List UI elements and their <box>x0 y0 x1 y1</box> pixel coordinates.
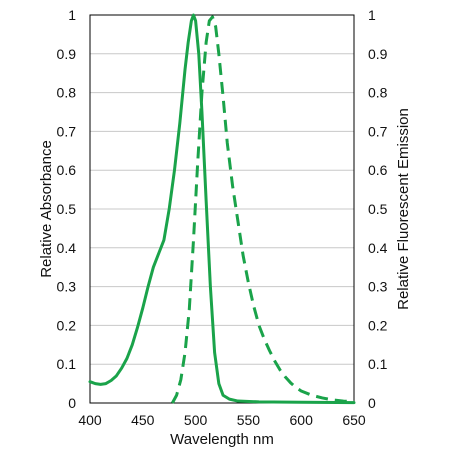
y-tick-right-2: 0.2 <box>368 317 388 333</box>
y-tick-right-4: 0.4 <box>368 240 388 256</box>
y-tick-right-8: 0.8 <box>368 85 388 101</box>
y-tick-left-5: 0.5 <box>57 201 77 217</box>
x-tick-0: 400 <box>78 412 102 428</box>
y-tick-left-2: 0.2 <box>57 317 77 333</box>
y-tick-left-8: 0.8 <box>57 85 77 101</box>
y-tick-right-9: 0.9 <box>368 46 388 62</box>
x-tick-2: 500 <box>184 412 208 428</box>
x-axis-title: Wavelength nm <box>170 431 274 448</box>
y-tick-left-4: 0.4 <box>57 240 77 256</box>
y-axis-title-right: Relative Fluorescent Emission <box>395 108 412 310</box>
y-tick-left-10: 1 <box>68 7 76 23</box>
y-tick-right-10: 1 <box>368 7 376 23</box>
y-tick-left-9: 0.9 <box>57 46 77 62</box>
series-group <box>88 13 356 405</box>
y-tick-left-7: 0.7 <box>57 123 77 139</box>
plot-frame <box>89 14 355 404</box>
y-tick-left-3: 0.3 <box>57 279 77 295</box>
y-tick-right-5: 0.5 <box>368 201 388 217</box>
absorbance-curve-solid <box>88 13 356 405</box>
emission-curve-dashed <box>171 15 355 404</box>
x-tick-4: 600 <box>290 412 314 428</box>
y-tick-right-3: 0.3 <box>368 279 388 295</box>
y-tick-right-7: 0.7 <box>368 123 388 139</box>
x-tick-1: 450 <box>131 412 155 428</box>
x-tick-5: 650 <box>342 412 366 428</box>
y-axis-title-left: Relative Absorbance <box>38 140 55 278</box>
y-tick-right-1: 0.1 <box>368 356 388 372</box>
y-tick-left-1: 0.1 <box>57 356 77 372</box>
gridlines <box>90 53 354 365</box>
y-tick-right-0: 0 <box>368 395 376 411</box>
tick-labels: 0 0 0.1 0.1 0.2 0.2 0.3 0.3 0.4 0.4 0.5 0.5 0.6 0.6 0.… <box>57 7 388 428</box>
x-tick-3: 550 <box>237 412 261 428</box>
y-tick-left-0: 0 <box>68 395 76 411</box>
y-tick-left-6: 0.6 <box>57 162 77 178</box>
y-tick-right-6: 0.6 <box>368 162 388 178</box>
